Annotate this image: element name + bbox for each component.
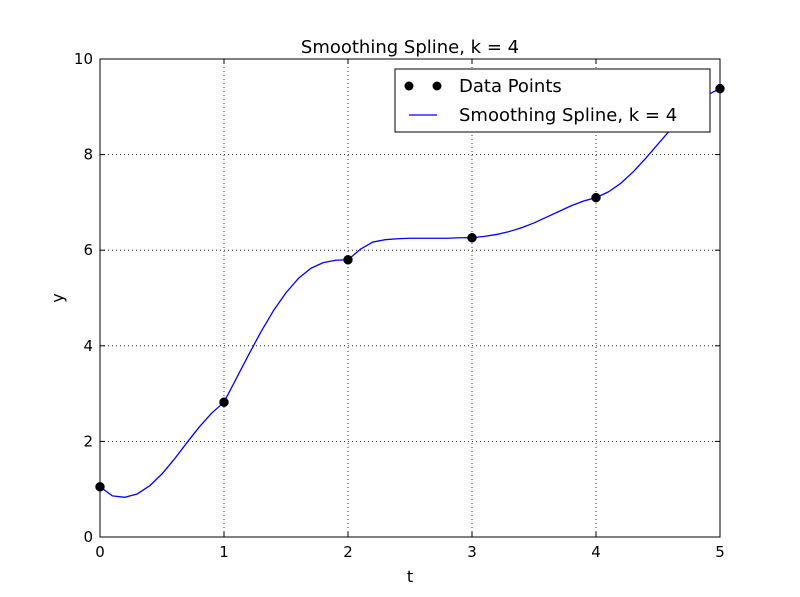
y-tick-label: 6 <box>83 241 93 259</box>
x-tick-label: 2 <box>343 543 353 561</box>
legend-label-spline: Smoothing Spline, k = 4 <box>459 105 677 126</box>
data-point <box>219 397 229 407</box>
x-tick-label: 4 <box>591 543 601 561</box>
y-tick-label: 8 <box>83 146 93 164</box>
x-tick-labels: 0 1 2 3 4 5 <box>95 543 725 561</box>
y-tick-labels: 0 2 4 6 8 10 <box>74 50 93 546</box>
y-tick-label: 4 <box>83 337 93 355</box>
data-point <box>591 192 601 203</box>
plot-frame <box>99 58 721 538</box>
x-tick-label: 0 <box>95 543 105 561</box>
data-point <box>343 255 353 265</box>
x-tick-label: 3 <box>467 543 477 561</box>
grid <box>100 59 720 537</box>
y-tick-label: 10 <box>74 50 93 68</box>
legend-marker-dot-2 <box>432 81 442 91</box>
legend-box <box>394 68 711 133</box>
y-tick-label: 0 <box>83 528 93 546</box>
chart-title: Smoothing Spline, k = 4 <box>301 37 519 58</box>
y-axis-label: y <box>48 293 67 302</box>
legend-label-data-points: Data Points <box>459 76 562 97</box>
x-tick-label: 1 <box>219 543 229 561</box>
x-axis-label: t <box>407 567 413 586</box>
y-tick-label: 2 <box>83 432 93 450</box>
plot-background <box>100 59 720 537</box>
spline-layer <box>99 88 721 498</box>
x-tick-label: 5 <box>715 543 725 561</box>
axis-ticks <box>99 58 721 538</box>
legend-marker-dot-1 <box>404 81 414 91</box>
plot-area <box>95 58 725 538</box>
legend: Data Points Smoothing Spline, k = 4 <box>394 68 711 133</box>
spline-line <box>99 88 721 498</box>
data-point <box>467 233 477 243</box>
